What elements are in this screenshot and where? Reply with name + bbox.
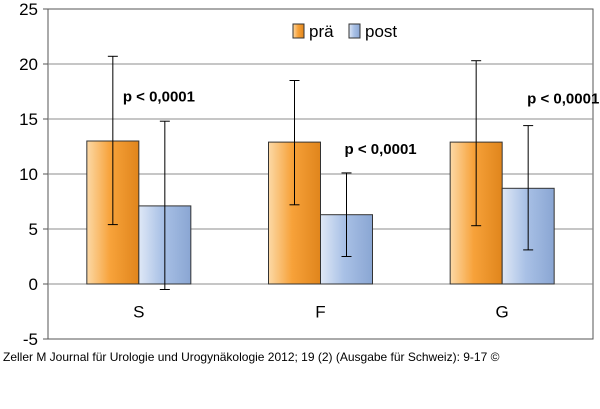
y-tick-label: 20 (19, 55, 38, 74)
citation-text: Zeller M Journal für Urologie und Urogyn… (3, 350, 500, 364)
legend-label-1: post (365, 22, 397, 41)
y-tick-label: 5 (29, 220, 38, 239)
y-tick-label: 0 (29, 275, 38, 294)
legend-swatch-1 (348, 23, 361, 39)
p-value-annotation: p < 0,0001 (345, 141, 417, 158)
p-value-annotation: p < 0,0001 (527, 91, 599, 108)
p-value-annotation: p < 0,0001 (123, 88, 195, 105)
y-tick-label: 25 (19, 0, 38, 19)
chart: -5 0 5 10 15 20 25 S F Gp < 0,0001 p < 0,0001 p < 0… (19, 0, 599, 345)
x-category-label: F (315, 303, 325, 322)
legend-label-0: prä (309, 22, 334, 41)
y-tick-label: -5 (23, 330, 38, 345)
x-category-label: S (133, 303, 144, 322)
y-tick-label: 10 (19, 165, 38, 184)
legend: prä post (292, 22, 397, 41)
x-category-label: G (496, 303, 509, 322)
y-tick-label: 15 (19, 110, 38, 129)
legend-swatch-0 (292, 23, 305, 39)
